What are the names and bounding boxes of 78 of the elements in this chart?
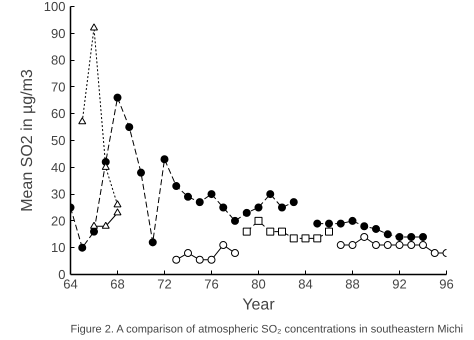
point (219, 204, 228, 212)
point (172, 182, 180, 190)
point (278, 228, 286, 236)
y-axis-title: Mean SO2 in µg/m3 (18, 69, 36, 212)
point (325, 228, 333, 236)
point (336, 220, 345, 228)
point (313, 220, 322, 228)
point (384, 230, 392, 238)
point (278, 204, 286, 212)
point (219, 241, 228, 250)
x-tick-label: 92 (392, 276, 407, 292)
point (148, 238, 157, 246)
point (419, 232, 427, 241)
point (172, 256, 180, 264)
x-tick-label: 76 (204, 276, 219, 292)
point (196, 256, 204, 264)
point (184, 192, 192, 201)
point (114, 208, 122, 216)
x-tick-label: 84 (298, 276, 313, 292)
y-tick-label: 20 (51, 213, 66, 228)
x-tick-label: 72 (157, 276, 172, 292)
point (290, 234, 298, 242)
y-tick-label: 50 (51, 133, 66, 148)
point (208, 190, 216, 198)
point (102, 222, 110, 229)
point (325, 220, 333, 228)
point (360, 232, 368, 241)
y-tick-label: 40 (51, 160, 66, 175)
point (90, 222, 98, 229)
point (336, 241, 345, 250)
point (78, 244, 86, 252)
y-tick-label: 10 (51, 240, 66, 256)
point (407, 241, 416, 250)
caption: Figure 2. A comparison of atmospheric SO₂ concentrations in southeastern Michi (70, 324, 464, 336)
point (302, 234, 310, 242)
point (348, 241, 356, 250)
point (290, 198, 298, 206)
point (254, 216, 262, 225)
point (184, 249, 192, 258)
point (242, 228, 251, 236)
y-tick-label: 70 (51, 79, 66, 94)
point (396, 232, 404, 241)
point (419, 241, 427, 250)
point (125, 123, 134, 132)
x-tick-label: 96 (439, 276, 454, 292)
point (196, 198, 204, 206)
point (266, 228, 274, 236)
point (266, 190, 274, 198)
y-tick-label: 90 (51, 26, 66, 41)
point (160, 155, 168, 164)
x-axis-title: Year (242, 296, 276, 314)
point (78, 117, 86, 124)
point (313, 234, 322, 242)
point (384, 241, 392, 250)
y-tick-label: 60 (51, 106, 66, 122)
point (231, 249, 239, 258)
point (430, 249, 439, 258)
point (254, 204, 262, 212)
point (396, 241, 404, 250)
point (90, 23, 98, 30)
point (114, 94, 122, 102)
point (372, 224, 380, 233)
point (407, 232, 416, 241)
point (372, 241, 380, 250)
point (231, 216, 239, 225)
y-tick-label: 30 (51, 186, 66, 202)
y-tick-label: 100 (44, 0, 66, 14)
x-tick-label: 80 (251, 276, 266, 292)
x-tick-label: 68 (110, 276, 125, 292)
point (208, 256, 216, 264)
x-tick-label: 88 (345, 276, 360, 292)
y-tick-label: 0 (58, 267, 66, 282)
y-tick-label: 80 (51, 52, 66, 68)
point (360, 222, 368, 230)
point (137, 168, 145, 177)
point (114, 200, 122, 208)
point (348, 216, 356, 225)
point (242, 208, 251, 217)
